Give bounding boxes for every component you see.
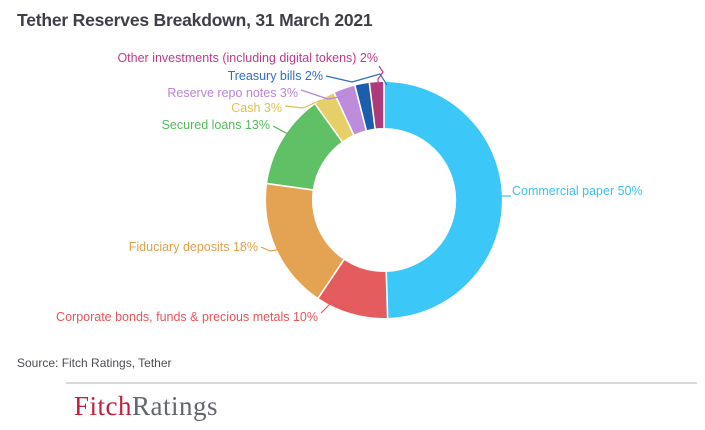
slice-label-fiduciary-deposits: Fiduciary deposits 18% — [128, 240, 258, 254]
leader-line-secured-loans — [272, 125, 289, 135]
slice-corporate-bonds-funds-precious-metals — [318, 259, 388, 318]
slice-reserve-repo-notes — [334, 85, 367, 135]
slice-separator — [385, 270, 389, 319]
leader-line-fiduciary-deposits — [260, 246, 278, 252]
slice-fiduciary-deposits — [265, 183, 344, 298]
slice-label-cash: Cash 3% — [231, 101, 282, 115]
source-text: Source: Fitch Ratings, Tether — [17, 356, 172, 370]
leader-line-other-investments-including-digital-tokens — [377, 65, 384, 87]
slice-label-treasury-bills: Treasury bills 2% — [227, 69, 323, 83]
divider-line — [66, 382, 697, 384]
slice-label-secured-loans: Secured loans 13% — [161, 118, 270, 132]
slice-secured-loans — [267, 104, 343, 190]
slice-separator — [333, 91, 355, 136]
leader-line-reserve-repo-notes — [300, 89, 351, 100]
slice-label-commercial-paper: Commercial paper 50% — [512, 184, 643, 198]
slice-other-investments-including-digital-tokens — [369, 82, 384, 129]
slice-label-corporate-bonds-funds-precious-metals: Corporate bonds, funds & precious metals… — [56, 310, 318, 324]
slice-commercial-paper — [384, 82, 502, 318]
slice-separator — [368, 81, 376, 130]
leader-line-treasury-bills — [325, 73, 388, 86]
slice-separator — [317, 258, 346, 300]
leader-line-cash — [284, 99, 322, 109]
slice-separator — [353, 84, 368, 132]
slice-separator — [313, 102, 344, 143]
fitch-ratings-logo: FitchRatings — [74, 391, 218, 422]
leader-line-corporate-bonds-funds-precious-metals — [320, 302, 350, 314]
slice-separator — [266, 182, 314, 191]
chart-title: Tether Reserves Breakdown, 31 March 2021 — [17, 10, 373, 30]
slice-label-other-investments-including-digital-tokens: Other investments (including digital tok… — [117, 51, 378, 65]
slice-cash — [315, 93, 354, 142]
logo-ratings: Ratings — [132, 391, 219, 421]
logo-fitch: Fitch — [74, 391, 133, 421]
slice-label-reserve-repo-notes: Reserve repo notes 3% — [167, 86, 298, 100]
